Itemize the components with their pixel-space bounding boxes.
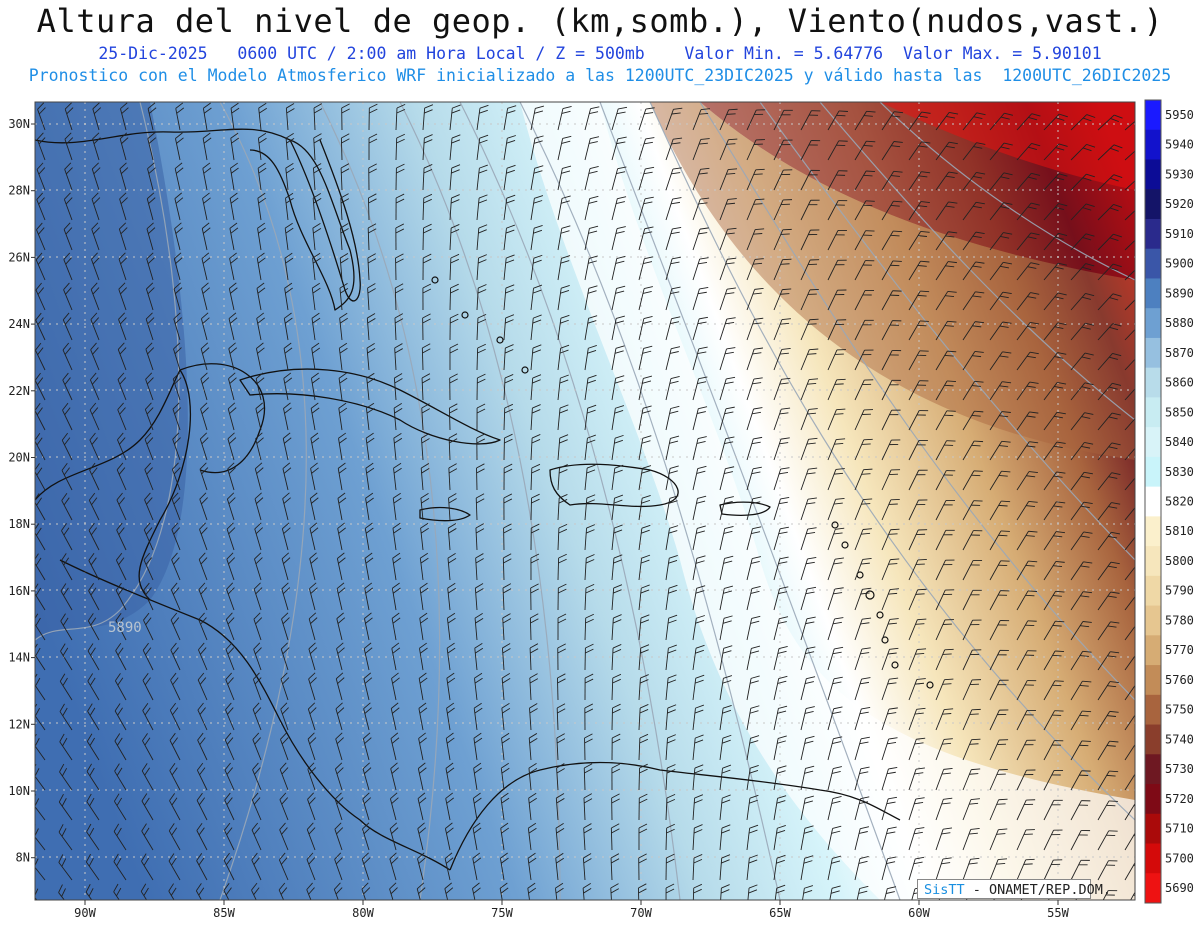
lon-label: 90W xyxy=(74,906,96,920)
colorbar-swatch xyxy=(1145,546,1161,577)
colorbar-label: 5930 xyxy=(1165,167,1194,181)
colorbar-label: 5890 xyxy=(1165,286,1194,300)
colorbar-swatch xyxy=(1145,873,1161,904)
colorbar-label: 5780 xyxy=(1165,613,1194,627)
plot-frame xyxy=(34,101,1136,901)
colorbar-label: 5750 xyxy=(1165,703,1194,717)
lon-label: 60W xyxy=(908,906,930,920)
lat-label: 10N xyxy=(8,784,30,798)
colorbar-swatch xyxy=(1145,754,1161,785)
colorbar-label: 5880 xyxy=(1165,316,1194,330)
latitude-labels: 30N 28N 26N 24N 22N 20N 18N 16N 14N 12N 10N 8N xyxy=(8,117,35,865)
colorbar-label: 5830 xyxy=(1165,465,1194,479)
colorbar-swatch xyxy=(1145,516,1161,547)
grid-lines xyxy=(35,102,1135,900)
colorbar-label: 5920 xyxy=(1165,197,1194,211)
cuba xyxy=(239,368,501,445)
colorbar-label: 5850 xyxy=(1165,405,1194,419)
lat-label: 28N xyxy=(8,184,30,198)
colorbar-label: 5700 xyxy=(1165,851,1194,865)
colorbar-swatch xyxy=(1145,813,1161,845)
colorbar-label: 5870 xyxy=(1165,346,1194,360)
colorbar-label: 5840 xyxy=(1165,435,1194,449)
colorbar-swatch xyxy=(1145,575,1161,607)
us-gulf-coast xyxy=(35,128,355,311)
lat-label: 22N xyxy=(8,384,30,398)
colorbar-label: 5820 xyxy=(1165,495,1194,509)
lat-label: 8N xyxy=(16,851,30,865)
jamaica xyxy=(419,506,471,522)
coastlines xyxy=(35,128,901,871)
lat-label: 30N xyxy=(8,117,30,131)
island-chain xyxy=(431,276,934,689)
colorbar-swatch xyxy=(1145,724,1161,755)
colorbar-label: 5740 xyxy=(1165,732,1194,746)
central-america xyxy=(59,559,451,871)
shaded-height-bands xyxy=(35,102,1135,900)
colorbar-swatch xyxy=(1145,784,1161,815)
brand-logo: SisTT xyxy=(924,882,965,898)
colorbar-label: 5810 xyxy=(1165,524,1194,538)
lat-label: 16N xyxy=(8,584,30,598)
colorbar-label: 5800 xyxy=(1165,554,1194,568)
colorbar-label: 5860 xyxy=(1165,376,1194,390)
longitude-labels: 90W 85W 80W 75W 70W 65W 60W 55W xyxy=(74,900,1070,920)
colorbar-label: 5710 xyxy=(1165,822,1194,836)
colorbar-swatch xyxy=(1145,456,1161,488)
colorbar-swatch xyxy=(1145,308,1161,339)
colorbar-swatch xyxy=(1145,278,1161,309)
colorbar-swatch xyxy=(1145,337,1161,369)
colorbar-swatch xyxy=(1145,248,1161,279)
south-america-coast xyxy=(449,761,901,871)
colorbar-label: 5900 xyxy=(1165,257,1194,271)
colorbar-label: 5760 xyxy=(1165,673,1194,687)
colorbar-label: 5720 xyxy=(1165,792,1194,806)
colorbar-swatch xyxy=(1145,189,1161,220)
map-subtitle-model: Pronostico con el Modelo Atmosferico WRF… xyxy=(28,66,1172,85)
colorbar-label: 5730 xyxy=(1165,762,1194,776)
contour-label-5890: 5890 xyxy=(108,620,142,636)
colorbar-label: 5910 xyxy=(1165,227,1194,241)
colorbar-label: 5950 xyxy=(1165,108,1194,122)
lat-label: 12N xyxy=(8,717,30,731)
colorbar-label: 5770 xyxy=(1165,643,1194,657)
colorbar-swatch xyxy=(1145,694,1161,726)
lon-label: 65W xyxy=(769,906,791,920)
colorbar-swatch xyxy=(1145,665,1161,696)
colorbar-swatch xyxy=(1145,100,1161,131)
lat-label: 14N xyxy=(8,651,30,665)
lon-label: 85W xyxy=(213,906,235,920)
lat-label: 20N xyxy=(8,451,30,465)
map-subtitle-date: 25-Dic-2025 0600 UTC / 2:00 am Hora Loca… xyxy=(98,44,1102,63)
lon-label: 55W xyxy=(1047,906,1069,920)
colorbar-swatch xyxy=(1145,427,1161,458)
colorbar-swatch xyxy=(1145,843,1161,874)
colorbar-label: 5690 xyxy=(1165,881,1194,895)
colorbar-label: 5940 xyxy=(1165,138,1194,152)
colorbar-swatch xyxy=(1145,397,1161,428)
colorbar-swatch xyxy=(1145,218,1161,250)
lon-label: 70W xyxy=(630,906,652,920)
colorbar-swatch xyxy=(1145,367,1161,398)
colorbar-swatch xyxy=(1145,129,1161,160)
colorbar-swatch xyxy=(1145,486,1161,517)
lon-label: 75W xyxy=(491,906,513,920)
colorbar-swatch xyxy=(1145,635,1161,666)
puerto-rico xyxy=(719,501,771,516)
credit-org: - ONAMET/REP.DOM. xyxy=(972,882,1111,898)
colorbar: 5950 5940 5930 5920 5910 5900 5890 5880 5870 5860… xyxy=(1144,99,1194,904)
colorbar-swatch xyxy=(1145,159,1161,190)
lat-label: 26N xyxy=(8,250,30,264)
colorbar-label: 5790 xyxy=(1165,584,1194,598)
lat-label: 24N xyxy=(8,317,30,331)
colorbar-swatch xyxy=(1145,605,1161,636)
map-title: Altura del nivel de geop. (km,somb.), Vi… xyxy=(36,2,1164,40)
credit-box: SisTT - ONAMET/REP.DOM. xyxy=(917,879,1111,899)
lat-label: 18N xyxy=(8,517,30,531)
lon-label: 80W xyxy=(352,906,374,920)
colorbar-frame xyxy=(1144,99,1162,904)
